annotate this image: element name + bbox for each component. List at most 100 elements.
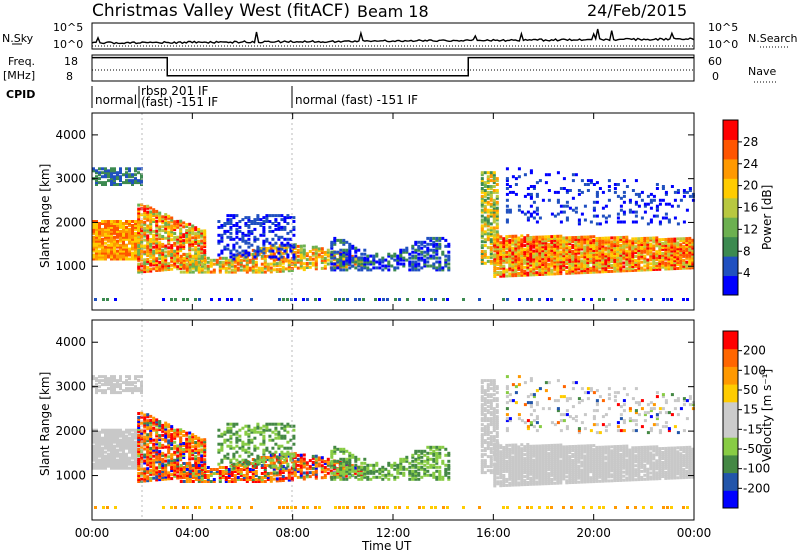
velocity-cell (98, 432, 101, 436)
power-cell (502, 237, 506, 241)
power-cell (577, 218, 581, 222)
power-cell (167, 262, 171, 266)
power-cell (134, 237, 137, 241)
power-cell (269, 244, 273, 248)
power-cell (583, 239, 587, 243)
power-cell (167, 252, 171, 256)
power-cell (483, 222, 487, 226)
velocity-cell (140, 421, 144, 425)
power-cell (173, 226, 177, 230)
velocity-cell (232, 466, 236, 470)
velocity-cell (107, 452, 110, 456)
velocity-cell (302, 459, 306, 463)
velocity-cell (188, 447, 192, 451)
power-cell (562, 204, 566, 208)
velocity-cell (212, 478, 216, 481)
velocity-cell (125, 452, 128, 456)
power-cell (652, 266, 656, 270)
power-cell (188, 222, 192, 226)
power-cell (489, 190, 493, 194)
power-cell (176, 251, 180, 255)
power-cell (185, 270, 189, 274)
power-cell (486, 218, 490, 222)
velocity-cell (125, 389, 128, 393)
velocity-cell (326, 457, 330, 461)
velocity-cell (167, 429, 171, 433)
power-cell (568, 261, 572, 265)
power-cell (238, 237, 242, 241)
power-cell (92, 239, 95, 243)
power-cell (293, 260, 297, 264)
power-cell (658, 256, 662, 259)
power-cell (661, 216, 665, 220)
power-cell (679, 239, 683, 243)
power-cell (541, 270, 545, 274)
power-cell (640, 266, 644, 270)
power-cell (265, 214, 269, 218)
power-cell (640, 198, 644, 202)
power-cell (601, 250, 605, 254)
power-cell (200, 245, 204, 249)
velocity-cell (176, 468, 180, 472)
power-cell (511, 264, 515, 268)
power-cell (289, 237, 293, 241)
power-cell (260, 270, 264, 274)
power-cell (523, 250, 527, 253)
velocity-cell (164, 425, 168, 429)
power-cell (559, 220, 563, 224)
velocity-cell (173, 446, 177, 450)
power-cell (146, 240, 150, 244)
power-cell (676, 247, 680, 251)
power-cell (508, 234, 512, 238)
power-cell (544, 264, 548, 268)
velocity-cell (152, 446, 156, 450)
power-cell (480, 220, 484, 224)
power-cell (182, 243, 186, 246)
power-cell (182, 266, 186, 270)
velocity-cell (95, 440, 98, 444)
power-cell (149, 240, 153, 243)
power-cell (613, 190, 617, 194)
velocity-cell (161, 429, 165, 433)
velocity-cell (299, 467, 303, 471)
power-cell (447, 262, 451, 266)
power-cell (547, 189, 551, 192)
velocity-cell (200, 470, 204, 474)
power-cell (502, 270, 506, 274)
velocity-cell (200, 474, 204, 477)
velocity-cell (311, 470, 315, 474)
velocity-cell (241, 444, 245, 448)
power-cell (483, 189, 487, 192)
power-cell (574, 173, 578, 177)
power-cell (595, 181, 599, 185)
power-cell (505, 260, 509, 264)
power-cell (164, 260, 168, 264)
power-cell (514, 234, 518, 238)
velocity-cell (203, 450, 207, 454)
power-cell (508, 268, 512, 272)
velocity-cell (268, 450, 272, 454)
power-cell (670, 247, 674, 251)
velocity-cell (200, 468, 204, 471)
velocity-cell (209, 470, 213, 473)
power-cell (116, 245, 119, 249)
velocity-cell (323, 476, 327, 479)
power-cell (679, 262, 683, 266)
power-cell (526, 192, 530, 196)
power-cell (562, 236, 566, 240)
power-cell (631, 255, 635, 259)
power-cell (226, 218, 230, 222)
power-cell (176, 225, 180, 229)
power-cell (161, 256, 165, 260)
power-cell (353, 256, 357, 260)
velocity-cell (314, 476, 318, 480)
nsearch-tick-bottom: 10^0 (708, 38, 738, 51)
power-cell (212, 258, 216, 262)
power-cell (553, 242, 557, 246)
velocity-cell (179, 436, 183, 440)
power-cell (622, 239, 626, 243)
power-cell (104, 220, 107, 223)
velocity-cell (161, 443, 165, 447)
power-cell (223, 247, 227, 251)
